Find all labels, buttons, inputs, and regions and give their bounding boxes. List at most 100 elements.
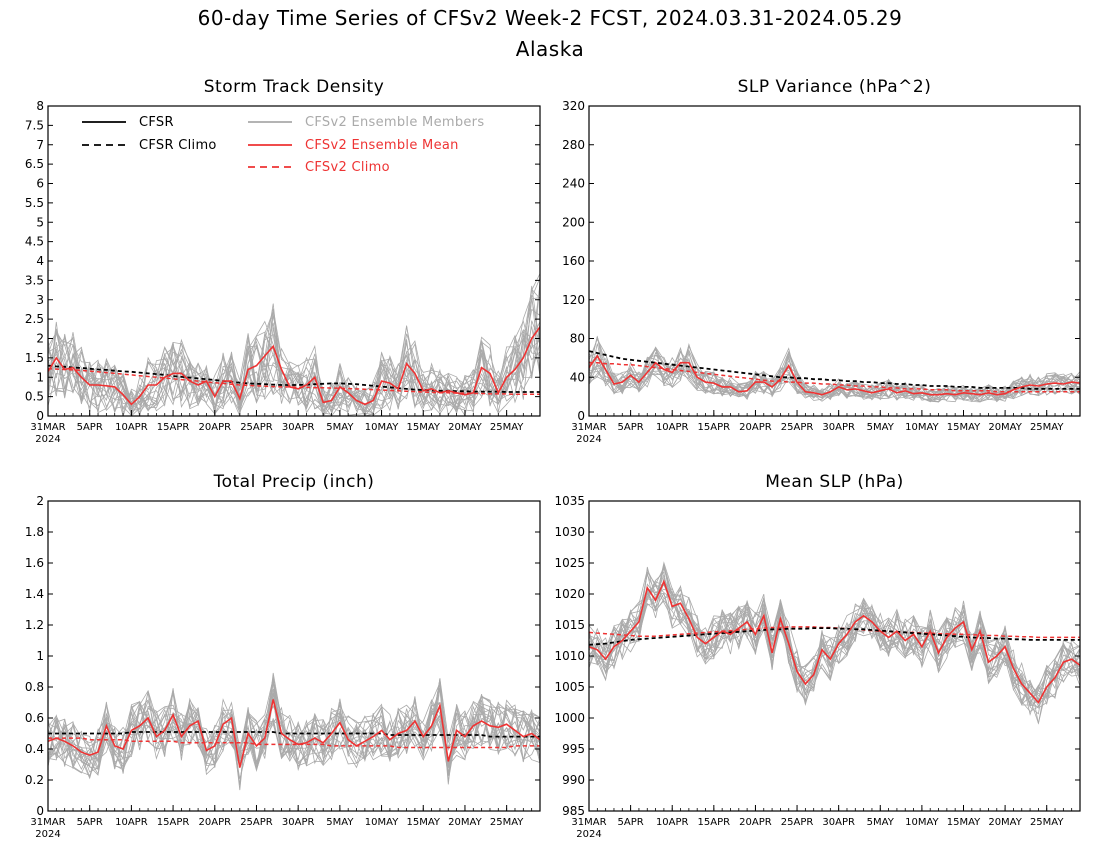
- x-tick-label: 31MAR: [571, 817, 606, 828]
- y-tick-label: 80: [570, 332, 585, 346]
- y-tick-label: 0.6: [25, 711, 44, 725]
- panel-title: Mean SLP (hPa): [765, 472, 904, 492]
- ensemble-mean-line: [589, 354, 1080, 396]
- x-tick-label: 5APR: [618, 817, 644, 828]
- x-tick-label: 5MAY: [867, 817, 895, 828]
- ensemble-member-line: [589, 352, 1080, 402]
- x-tick-label: 5MAY: [867, 422, 895, 433]
- cfsr-climo-line: [48, 364, 540, 393]
- x-tick-label: 20MAY: [988, 422, 1022, 433]
- y-tick-label: 0.5: [25, 390, 44, 404]
- x-tick-label: 30APR: [282, 817, 315, 828]
- y-tick-label: 280: [562, 138, 585, 152]
- x-year-label: 2024: [35, 434, 60, 445]
- x-tick-label: 25MAY: [1030, 817, 1064, 828]
- x-tick-label: 25APR: [240, 817, 273, 828]
- cfsr-climo-line: [48, 731, 540, 738]
- y-tick-label: 8: [36, 99, 44, 113]
- plot-area: [589, 335, 1080, 403]
- x-tick-label: 15APR: [157, 422, 190, 433]
- x-tick-label: 30APR: [282, 422, 315, 433]
- panel-title: Storm Track Density: [204, 77, 385, 97]
- y-tick-label: 2: [36, 494, 44, 508]
- ensemble-member-line: [589, 583, 1080, 708]
- ensemble-member-line: [48, 697, 540, 773]
- ensemble-member-line: [48, 295, 540, 416]
- y-tick-label: 200: [562, 215, 585, 229]
- x-tick-label: 20APR: [199, 817, 232, 828]
- plot-area: [589, 561, 1080, 725]
- x-tick-label: 25APR: [781, 422, 814, 433]
- ensemble-member-line: [589, 570, 1080, 709]
- x-tick-label: 31MAR: [30, 817, 65, 828]
- cfsv2-climo-line: [48, 737, 540, 749]
- x-tick-label: 20MAY: [988, 817, 1022, 828]
- y-tick-label: 1025: [554, 556, 585, 570]
- y-tick-label: 2.5: [25, 312, 44, 326]
- x-tick-label: 20APR: [739, 817, 772, 828]
- y-tick-label: 3: [36, 293, 44, 307]
- ensemble-member-line: [589, 584, 1080, 706]
- ensemble-member-line: [48, 678, 540, 772]
- x-tick-label: 25MAY: [1030, 422, 1064, 433]
- x-tick-label: 15APR: [698, 422, 731, 433]
- ensemble-member-line: [48, 687, 540, 774]
- ensemble-member-line: [589, 591, 1080, 707]
- y-tick-label: 1.4: [25, 587, 44, 601]
- panel-2: SLP Variance (hPa^2) 0 40 80 120 160 200 240 280…: [562, 77, 1081, 445]
- y-tick-label: 40: [570, 370, 585, 384]
- x-tick-label: 10MAY: [905, 817, 939, 828]
- x-tick-label: 10APR: [656, 422, 689, 433]
- x-tick-label: 30APR: [822, 817, 855, 828]
- x-tick-label: 20APR: [199, 422, 232, 433]
- y-tick-label: 1035: [554, 494, 585, 508]
- cfsr-climo-line: [589, 627, 1080, 646]
- y-tick-label: 0: [36, 804, 44, 818]
- ensemble-member-line: [48, 680, 540, 791]
- legend-label: CFSv2 Ensemble Mean: [305, 138, 459, 153]
- x-tick-label: 5APR: [77, 817, 103, 828]
- y-tick-label: 7.5: [25, 118, 44, 132]
- x-tick-label: 10APR: [115, 422, 148, 433]
- y-tick-label: 985: [562, 804, 585, 818]
- y-tick-label: 1030: [554, 525, 585, 539]
- x-tick-label: 15MAY: [947, 422, 981, 433]
- y-tick-label: 0: [36, 409, 44, 423]
- y-tick-label: 3.5: [25, 273, 44, 287]
- panel-title: SLP Variance (hPa^2): [738, 77, 932, 97]
- panel-title: Total Precip (inch): [213, 472, 375, 492]
- y-tick-label: 1010: [554, 649, 585, 663]
- y-tick-label: 0.8: [25, 680, 44, 694]
- x-tick-label: 31MAR: [30, 422, 65, 433]
- y-tick-label: 1: [36, 370, 44, 384]
- x-tick-label: 5MAY: [326, 817, 354, 828]
- y-tick-label: 5: [36, 215, 44, 229]
- figure-subtitle: Alaska: [516, 37, 584, 61]
- ensemble-member-line: [48, 677, 540, 786]
- panel-1: Storm Track Density 0 0.5 1 1.5 2 2.5 3 3.5 4 4.5 5…: [25, 77, 541, 445]
- y-tick-label: 0: [577, 409, 585, 423]
- plot-area: [48, 672, 540, 791]
- y-tick-label: 6: [36, 177, 44, 191]
- y-tick-label: 2: [36, 332, 44, 346]
- y-tick-label: 120: [562, 293, 585, 307]
- ensemble-member-line: [48, 285, 540, 416]
- x-tick-label: 30APR: [822, 422, 855, 433]
- panels: Storm Track Density 0 0.5 1 1.5 2 2.5 3 3.5 4 4.5 5…: [25, 77, 1081, 840]
- y-tick-label: 6.5: [25, 157, 44, 171]
- figure-title: 60-day Time Series of CFSv2 Week-2 FCST,…: [198, 6, 903, 30]
- y-tick-label: 1015: [554, 618, 585, 632]
- x-tick-label: 20MAY: [448, 817, 482, 828]
- cfsv2-climo-line: [589, 361, 1080, 393]
- x-tick-label: 15MAY: [947, 817, 981, 828]
- plot-frame: [47, 105, 541, 417]
- ensemble-member-line: [48, 679, 540, 769]
- ensemble-member-line: [48, 310, 540, 416]
- x-year-label: 2024: [35, 829, 60, 840]
- y-tick-label: 1005: [554, 680, 585, 694]
- y-tick-label: 1000: [554, 711, 585, 725]
- x-tick-label: 25APR: [240, 422, 273, 433]
- x-tick-label: 20APR: [739, 422, 772, 433]
- y-tick-label: 1.5: [25, 351, 44, 365]
- y-tick-label: 5.5: [25, 196, 44, 210]
